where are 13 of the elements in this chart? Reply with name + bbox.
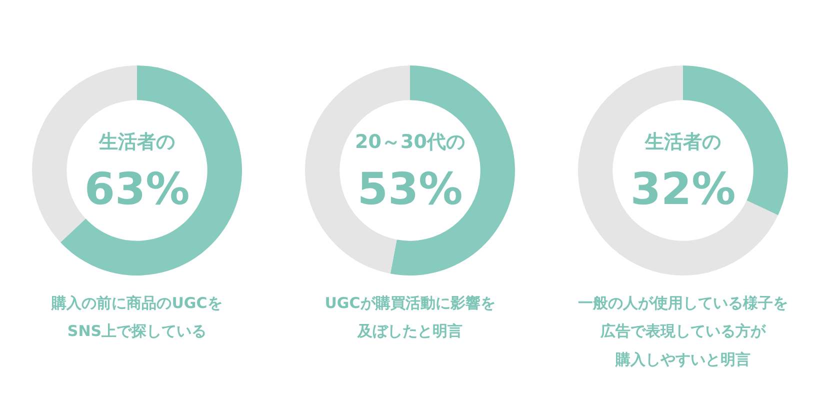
text: 購入の前に商品のUGCを	[50, 294, 222, 312]
text: SNS上で探している	[67, 322, 207, 340]
text: 20～30代の	[355, 131, 465, 154]
text: 53%	[357, 164, 463, 215]
text: 購入しやすいと明言	[614, 350, 750, 368]
text: 広告で表現している方が	[600, 322, 766, 340]
text: 生活者の	[644, 131, 721, 154]
text: 32%	[630, 164, 736, 215]
text: 及ぼしたと明言	[356, 322, 462, 340]
text: 一般の人が使用している様子を	[578, 294, 788, 312]
text: 63%	[84, 164, 190, 215]
text: UGCが購買活動に影響を	[324, 294, 496, 312]
text: 生活者の	[98, 131, 175, 154]
